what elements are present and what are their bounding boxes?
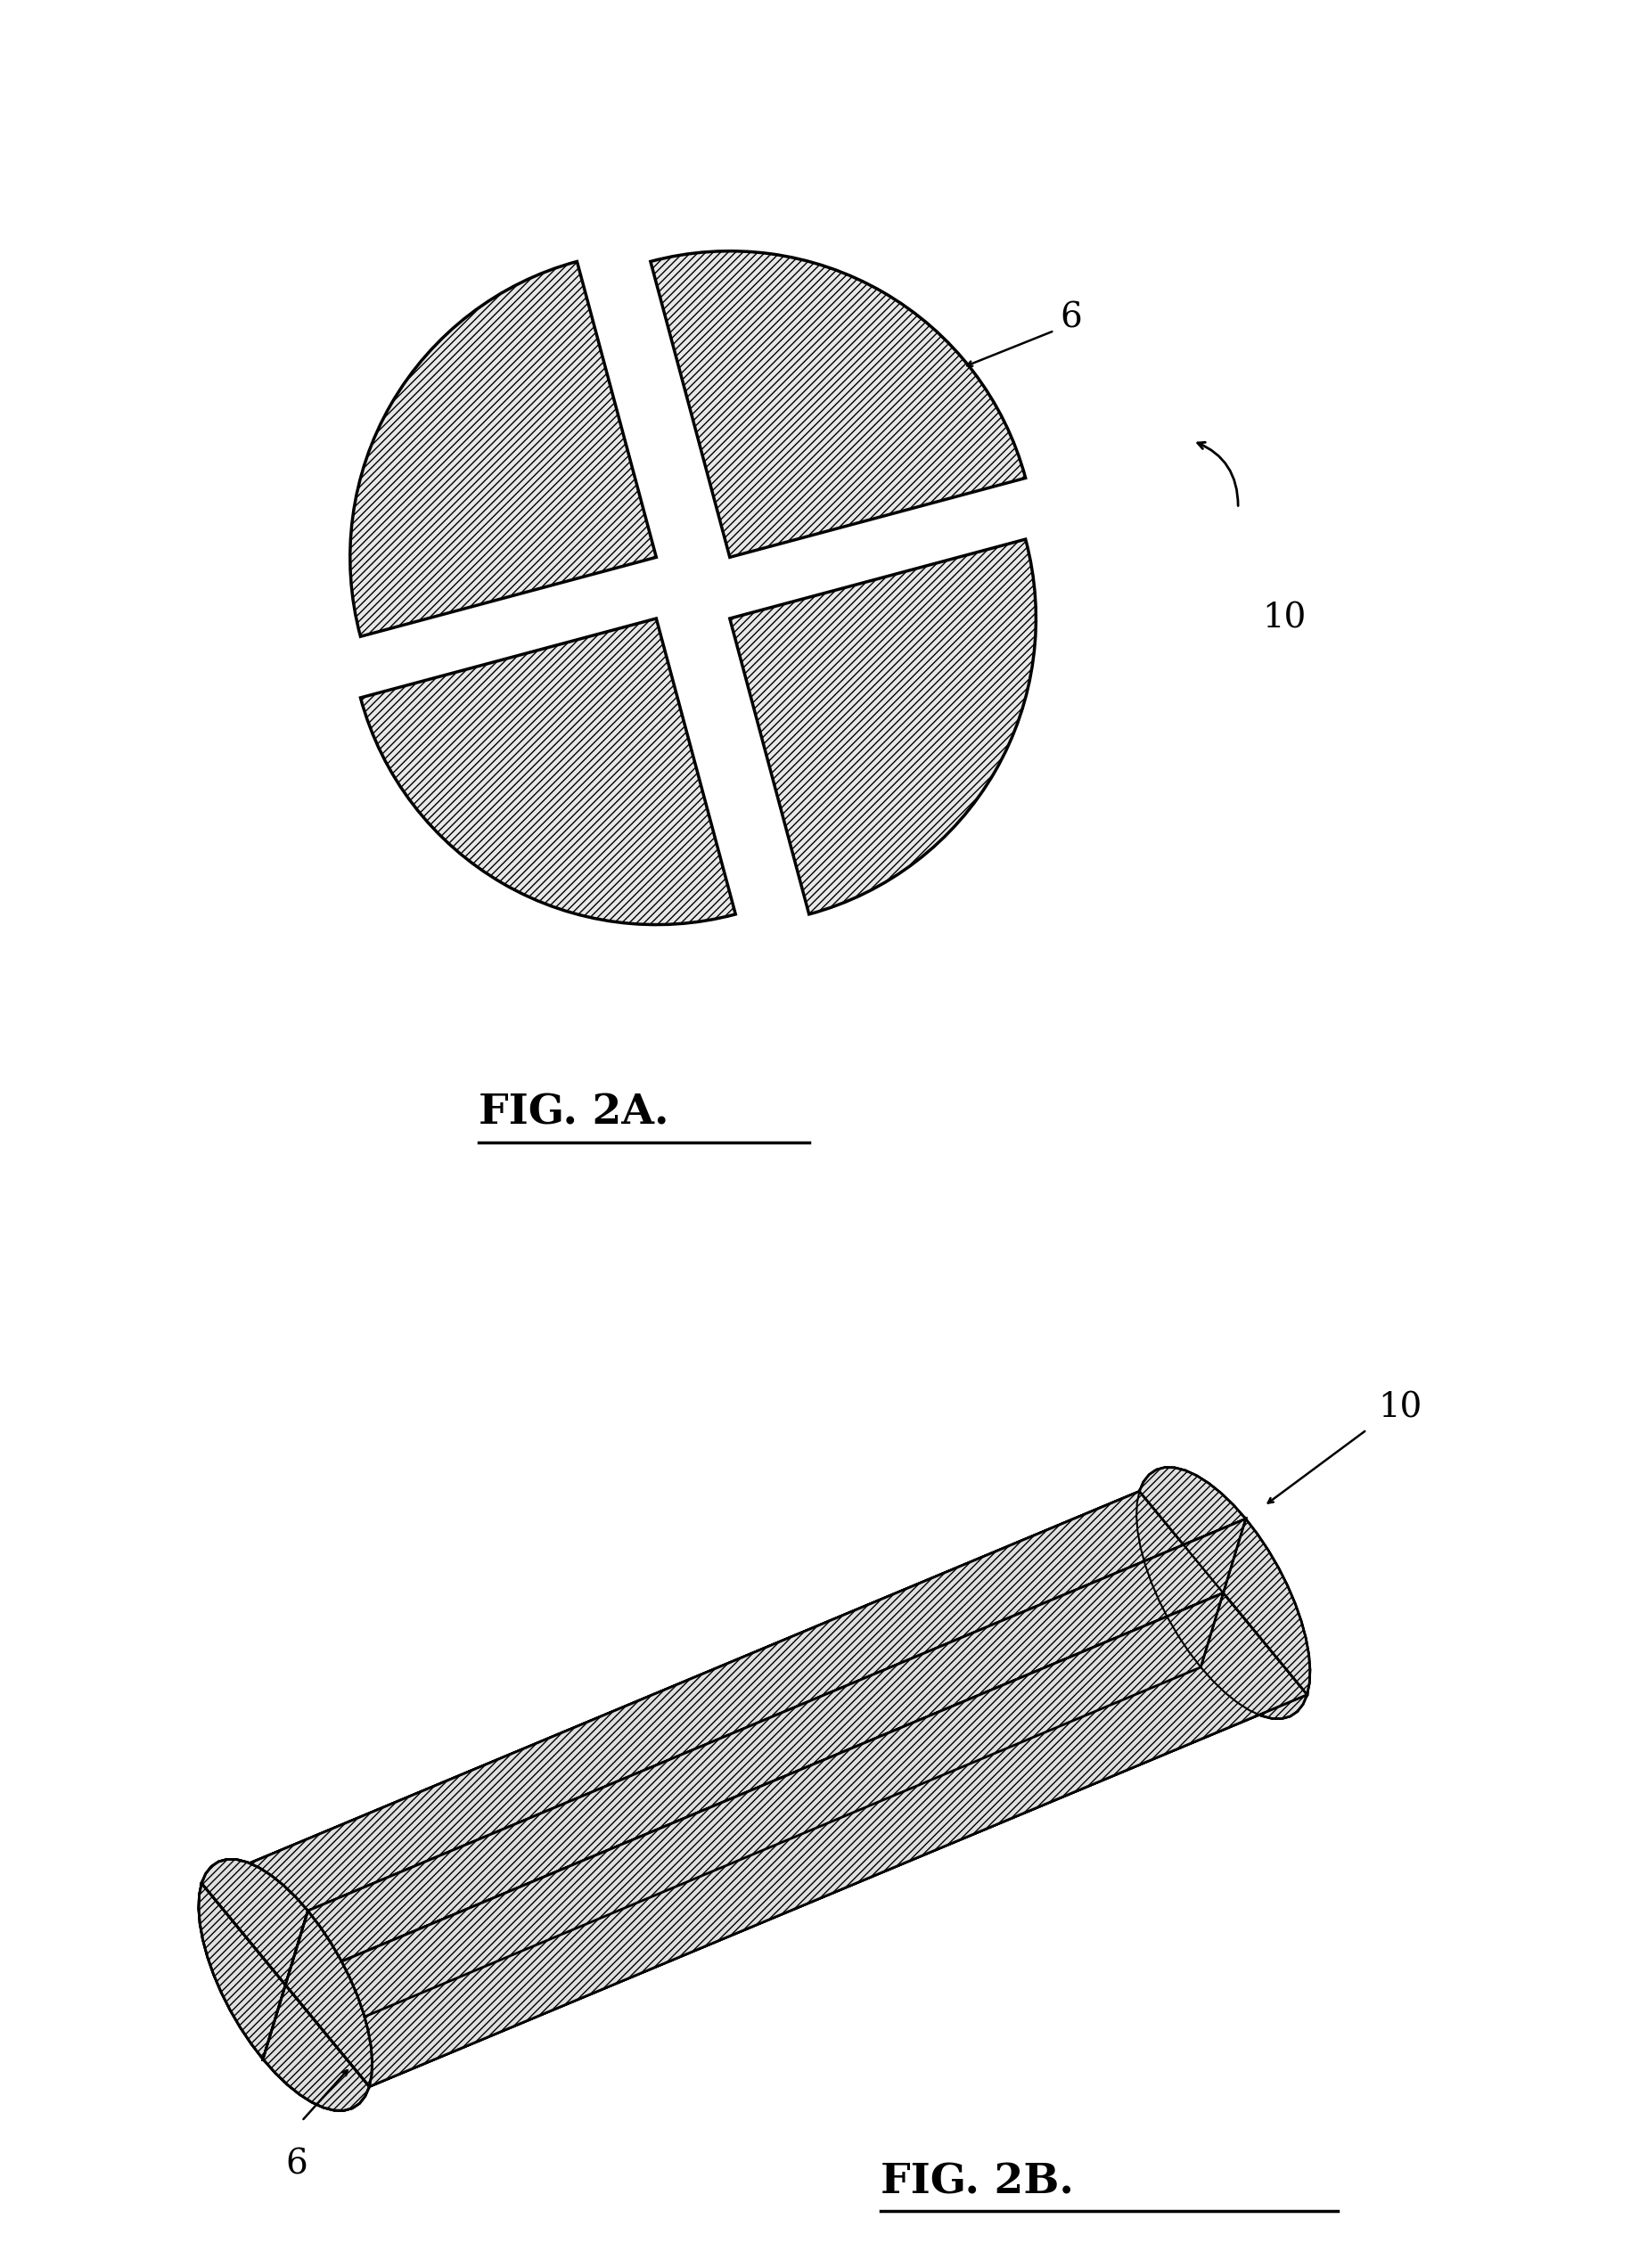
Polygon shape <box>202 1492 1223 1984</box>
Polygon shape <box>263 1667 1306 2112</box>
Polygon shape <box>1137 1492 1223 1667</box>
Polygon shape <box>199 1882 285 2059</box>
Polygon shape <box>285 1592 1306 2087</box>
Wedge shape <box>729 540 1036 914</box>
Polygon shape <box>1200 1592 1306 1719</box>
Polygon shape <box>202 1492 1223 1984</box>
Polygon shape <box>263 1984 369 2112</box>
Polygon shape <box>263 1592 1223 2059</box>
Polygon shape <box>308 1520 1310 2087</box>
Text: 10: 10 <box>1262 601 1306 635</box>
Polygon shape <box>285 1520 1246 1984</box>
Text: 6: 6 <box>1060 302 1083 336</box>
FancyArrowPatch shape <box>1197 442 1238 506</box>
Text: 10: 10 <box>1378 1393 1422 1424</box>
Text: FIG. 2A.: FIG. 2A. <box>478 1091 669 1134</box>
Wedge shape <box>651 252 1026 558</box>
Polygon shape <box>1140 1467 1246 1592</box>
Text: FIG. 2B.: FIG. 2B. <box>881 2161 1075 2202</box>
Text: 6: 6 <box>285 2148 308 2182</box>
Polygon shape <box>1223 1520 1310 1694</box>
Polygon shape <box>263 1592 1223 2059</box>
Polygon shape <box>202 1467 1246 1910</box>
Polygon shape <box>202 1860 308 1984</box>
Wedge shape <box>360 619 736 925</box>
Polygon shape <box>285 1910 372 2087</box>
Wedge shape <box>351 261 656 637</box>
Polygon shape <box>285 1592 1306 2087</box>
Polygon shape <box>199 1492 1200 2059</box>
Polygon shape <box>285 1520 1246 1984</box>
